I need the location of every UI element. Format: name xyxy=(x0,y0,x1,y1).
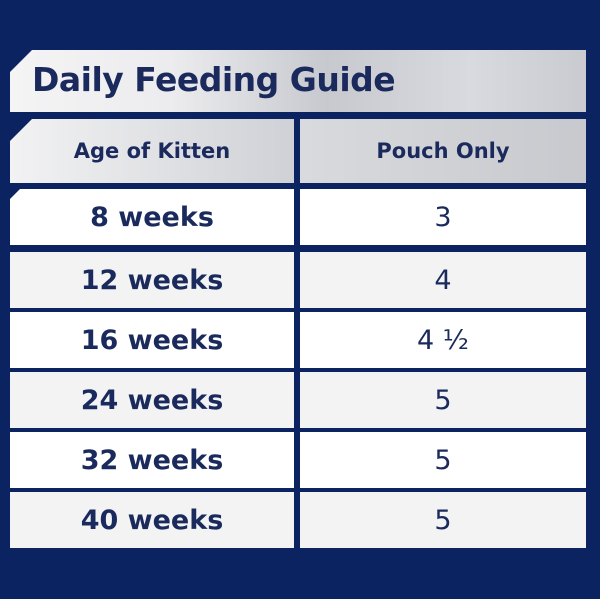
table-row: 32 weeks 5 xyxy=(10,432,586,488)
table-row: 8 weeks 3 xyxy=(10,189,586,245)
table-row: 16 weeks 4 ½ xyxy=(10,312,586,368)
pouch-cell: 5 xyxy=(300,372,586,428)
column-header-pouch: Pouch Only xyxy=(300,119,586,183)
pouch-cell: 5 xyxy=(300,432,586,488)
table-row: 40 weeks 5 xyxy=(10,492,586,548)
pouch-cell: 4 xyxy=(300,252,586,308)
pouch-cell: 3 xyxy=(300,189,586,245)
table-row: 24 weeks 5 xyxy=(10,372,586,428)
table-row: 12 weeks 4 xyxy=(10,252,586,308)
age-cell: 32 weeks xyxy=(10,432,294,488)
column-header-age: Age of Kitten xyxy=(10,119,294,183)
pouch-cell: 4 ½ xyxy=(300,312,586,368)
page-title: Daily Feeding Guide xyxy=(32,60,396,99)
feeding-guide-card: Daily Feeding Guide Age of Kitten Pouch … xyxy=(10,50,586,550)
age-cell: 12 weeks xyxy=(10,252,294,308)
age-cell: 16 weeks xyxy=(10,312,294,368)
age-cell: 8 weeks xyxy=(10,189,294,245)
age-cell: 24 weeks xyxy=(10,372,294,428)
title-bar: Daily Feeding Guide xyxy=(10,50,586,112)
pouch-cell: 5 xyxy=(300,492,586,548)
age-cell: 40 weeks xyxy=(10,492,294,548)
